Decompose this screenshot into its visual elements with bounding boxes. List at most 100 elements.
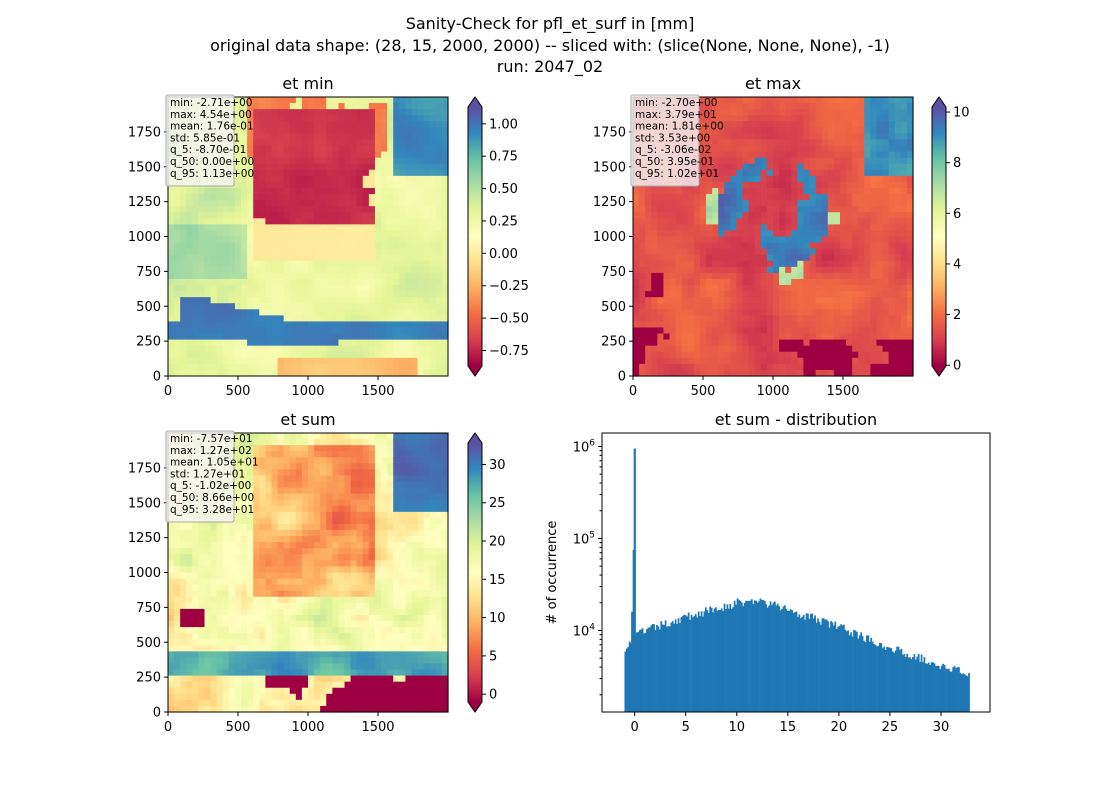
- heatmap-cell: [797, 181, 805, 189]
- heatmap-cell: [216, 254, 224, 262]
- heatmap-cell: [730, 218, 738, 225]
- heatmap-cell: [864, 236, 871, 244]
- heatmap-cell: [852, 333, 859, 341]
- heatmap-cell: [706, 297, 713, 304]
- heatmap-cell: [435, 133, 443, 141]
- heatmap-cell: [356, 321, 364, 329]
- heatmap-cell: [314, 181, 321, 189]
- heatmap-cell: [362, 163, 370, 171]
- x-tick-label: 0: [629, 384, 637, 399]
- heatmap-cell: [362, 181, 370, 189]
- heatmap-cell: [326, 345, 333, 353]
- heatmap-cell: [718, 266, 725, 274]
- heatmap-cell: [216, 633, 224, 640]
- heatmap-cell: [393, 297, 400, 304]
- heatmap-cell: [356, 127, 364, 134]
- heatmap-cell: [393, 363, 400, 371]
- heatmap-cell: [234, 463, 242, 470]
- heatmap-cell: [168, 566, 175, 574]
- heatmap-cell: [633, 254, 640, 262]
- heatmap-cell: [222, 523, 230, 531]
- heatmap-cell: [393, 309, 400, 316]
- heatmap-cell: [748, 291, 756, 298]
- heatmap-cell: [730, 157, 738, 165]
- heatmap-cell: [320, 109, 327, 116]
- heatmap-cell: [657, 291, 665, 298]
- heatmap-cell: [699, 109, 707, 116]
- heatmap-cell: [253, 363, 260, 371]
- heatmap-cell: [724, 242, 731, 250]
- heatmap-cell: [827, 181, 835, 189]
- heatmap-cell: [411, 157, 419, 165]
- heatmap-cell: [289, 218, 297, 225]
- heatmap-cell: [222, 705, 230, 713]
- heatmap-cell: [283, 248, 291, 256]
- heatmap-cell: [712, 109, 719, 116]
- heatmap-cell: [253, 321, 260, 329]
- heatmap-cell: [435, 339, 443, 347]
- heatmap-cell: [779, 103, 786, 110]
- heatmap-cell: [247, 357, 254, 365]
- heatmap-cell: [754, 133, 762, 141]
- heatmap-cell: [742, 315, 750, 323]
- heatmap-cell: [210, 602, 218, 610]
- heatmap-cell: [846, 254, 853, 262]
- heatmap-cell: [815, 315, 823, 323]
- heatmap-cell: [295, 260, 303, 268]
- heatmap-cell: [900, 315, 908, 323]
- heatmap-cell: [821, 242, 829, 250]
- heatmap-cell: [785, 236, 792, 244]
- heatmap-cell: [368, 297, 376, 304]
- heatmap-cell: [277, 103, 285, 110]
- heatmap-cell: [693, 242, 701, 250]
- heatmap-cell: [852, 345, 859, 353]
- heatmap-cell: [742, 115, 750, 122]
- heatmap-cell: [253, 187, 260, 195]
- heatmap-cell: [344, 339, 352, 347]
- heatmap-cell: [168, 278, 175, 286]
- heatmap-cell: [228, 260, 236, 268]
- heatmap-cell: [180, 669, 187, 677]
- heatmap-cell: [876, 121, 884, 128]
- heatmap-cell: [888, 363, 896, 371]
- heatmap-cell: [381, 254, 388, 262]
- heatmap-cell: [852, 115, 859, 122]
- heatmap-cell: [858, 187, 865, 195]
- heatmap-cell: [314, 272, 321, 280]
- heatmap-cell: [821, 194, 829, 201]
- heatmap-cell: [423, 285, 431, 292]
- heatmap-cell: [174, 187, 181, 195]
- heatmap-cell: [870, 315, 878, 323]
- heatmap-cell: [754, 103, 762, 110]
- heatmap-cell: [253, 97, 260, 104]
- heatmap-cell: [259, 236, 266, 244]
- heatmap-cell: [417, 206, 425, 213]
- heatmap-cell: [247, 578, 254, 586]
- heatmap-cell: [639, 260, 646, 268]
- heatmap-cell: [399, 339, 406, 347]
- heatmap-cell: [399, 315, 406, 323]
- heatmap-cell: [687, 351, 695, 359]
- heatmap-cell: [320, 369, 327, 377]
- heatmap-cell: [663, 230, 671, 238]
- heatmap-cell: [222, 194, 230, 201]
- heatmap-cell: [198, 693, 206, 701]
- heatmap-cell: [760, 272, 768, 280]
- heatmap-cell: [882, 309, 890, 316]
- heatmap-cell: [344, 139, 352, 147]
- heatmap-cell: [308, 206, 315, 213]
- heatmap-cell: [760, 187, 768, 195]
- heatmap-cell: [174, 206, 181, 213]
- heatmap-cell: [180, 675, 187, 683]
- heatmap-cell: [399, 333, 406, 341]
- heatmap-cell: [803, 181, 811, 189]
- heatmap-cell: [748, 333, 756, 341]
- heatmap-cell: [797, 260, 805, 268]
- heatmap-cell: [405, 169, 413, 177]
- heatmap-cell: [338, 175, 346, 183]
- heatmap-cell: [362, 363, 370, 371]
- heatmap-cell: [198, 633, 206, 640]
- heatmap-cell: [186, 242, 193, 250]
- heatmap-cell: [699, 297, 707, 304]
- heatmap-cell: [699, 309, 707, 316]
